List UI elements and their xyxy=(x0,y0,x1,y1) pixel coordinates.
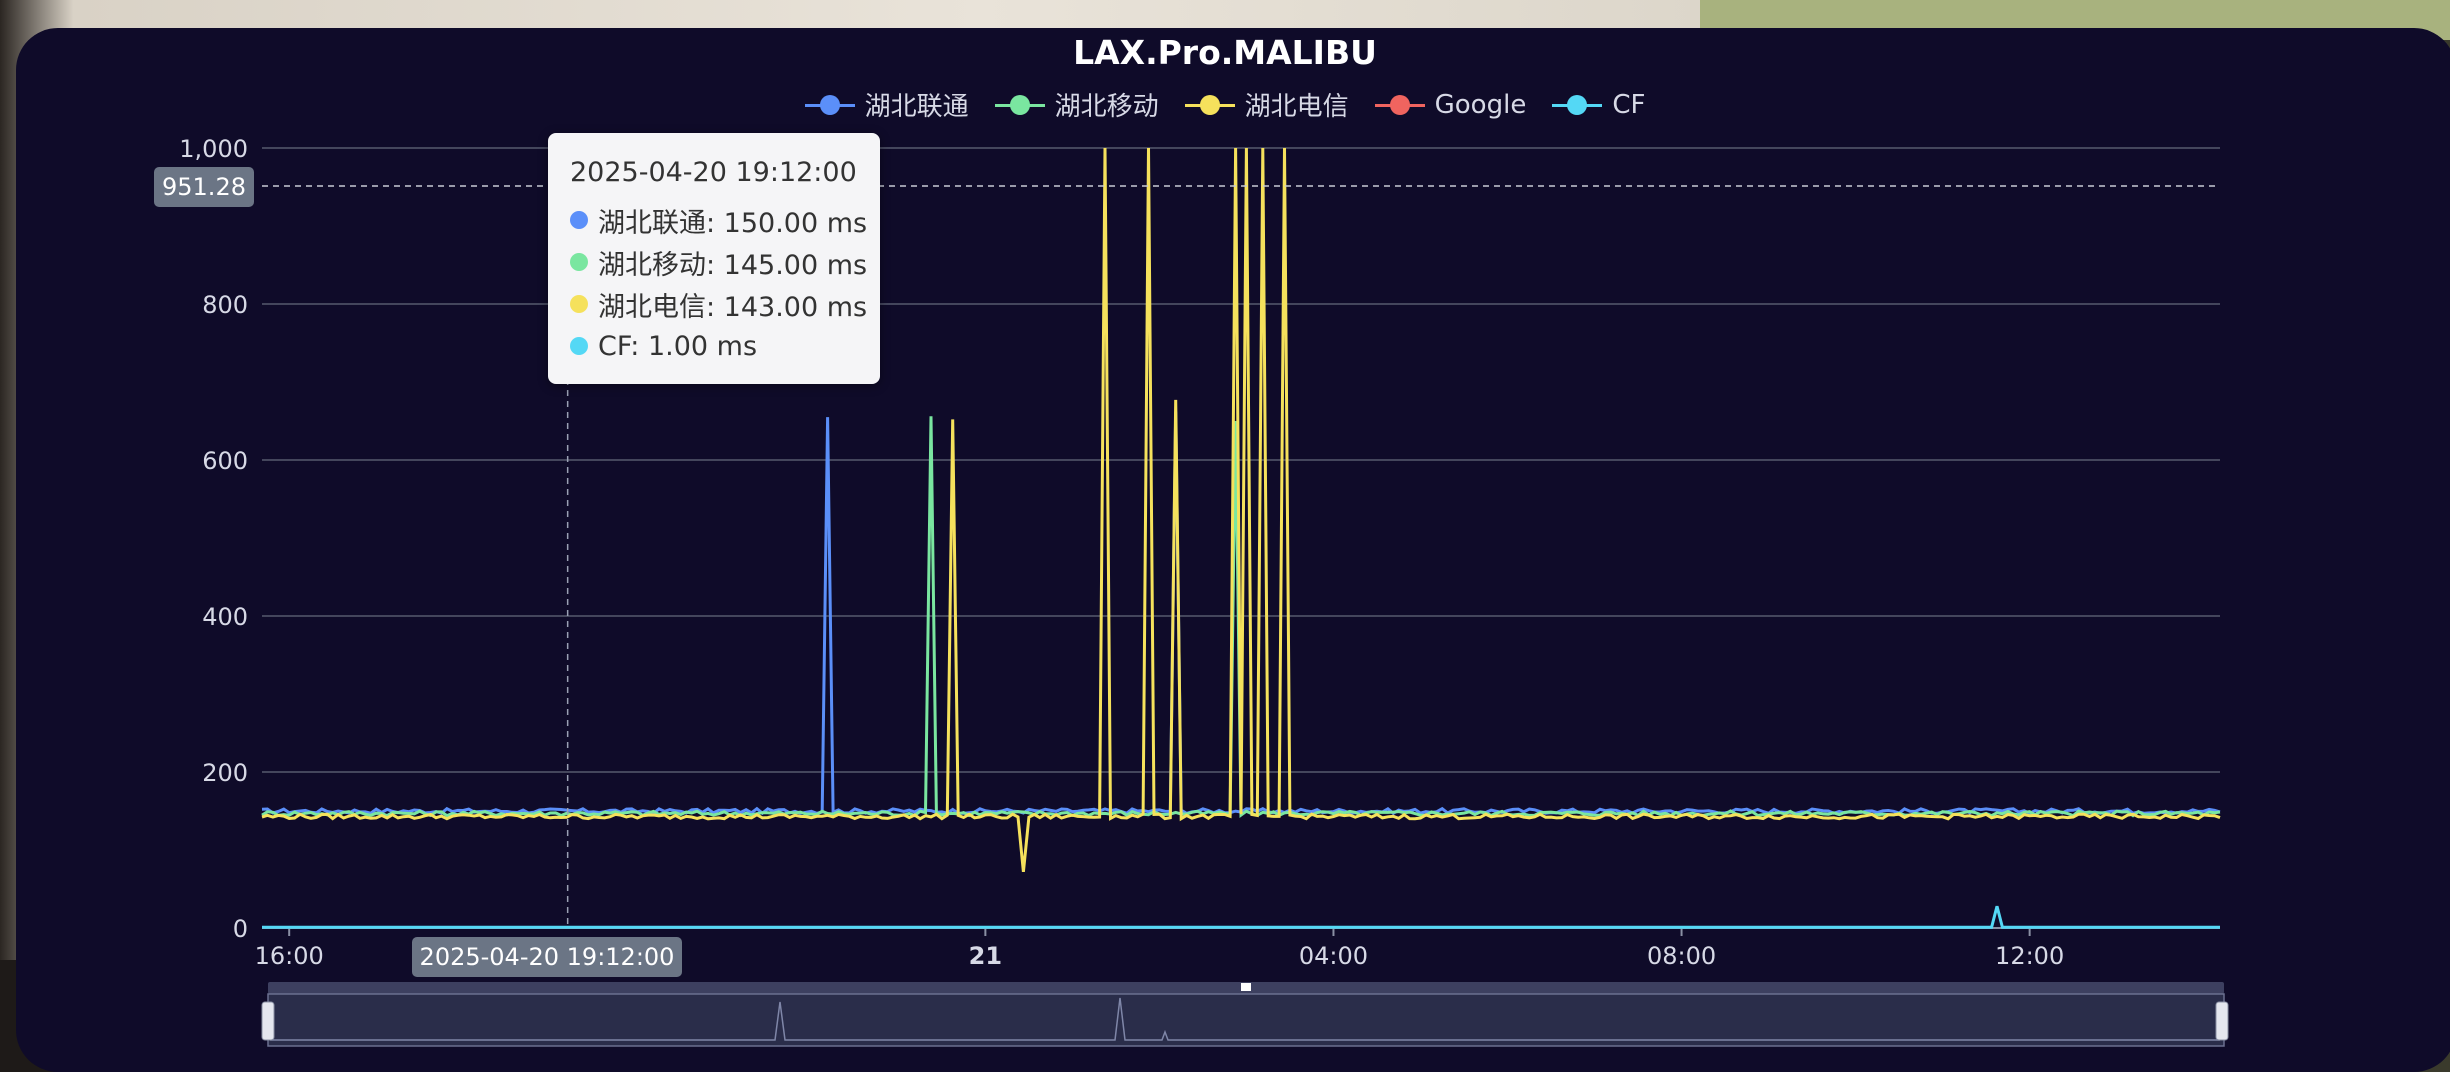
tooltip-value: CF: 1.00 ms xyxy=(598,330,758,362)
series-dot-icon xyxy=(570,253,588,271)
series-line xyxy=(261,147,2221,872)
legend-item[interactable]: 湖北移动 xyxy=(994,86,1159,123)
zoom-grip-icon xyxy=(1241,983,1251,991)
chart-title: LAX.Pro.MALIBU xyxy=(1073,33,1377,72)
legend-label: Google xyxy=(1434,89,1527,120)
tooltip-value: 湖北电信: 143.00 ms xyxy=(598,291,868,323)
x-tick-label: 21 xyxy=(969,942,1002,970)
legend-item[interactable]: CF xyxy=(1552,86,1645,123)
legend-item[interactable]: 湖北电信 xyxy=(1184,86,1349,123)
zoom-slider-track xyxy=(267,993,2225,1047)
y-tick-label: 200 xyxy=(202,759,248,787)
legend-label: 湖北联通 xyxy=(864,92,969,122)
legend-symbol-icon xyxy=(1374,92,1425,118)
y-tick-label: 400 xyxy=(202,603,248,631)
y-tick-label: 0 xyxy=(233,915,248,943)
legend-label: 湖北移动 xyxy=(1054,92,1159,122)
tooltip-row: CF: 1.00 ms xyxy=(570,325,880,367)
chart-legend: 湖北联通 湖北移动 湖北电信 Google CF xyxy=(0,86,2450,123)
legend-label: CF xyxy=(1612,89,1646,120)
tooltip-value: 湖北联通: 150.00 ms xyxy=(598,207,868,239)
tooltip-time: 2025-04-20 19:12:00 xyxy=(570,157,857,188)
series-dot-icon xyxy=(570,211,588,229)
series-line xyxy=(262,905,2220,929)
series-dot-icon xyxy=(570,337,588,355)
legend-symbol-icon xyxy=(1184,92,1235,118)
legend-symbol-icon xyxy=(804,92,855,118)
x-tick-label: 08:00 xyxy=(1647,942,1716,970)
zoom-slider-preview xyxy=(270,997,2220,1041)
zoom-handle-right-icon xyxy=(2215,1001,2229,1041)
y-tick-label: 1,000 xyxy=(179,135,248,163)
tooltip-row: 湖北联通: 150.00 ms xyxy=(570,199,880,241)
y-pointer-label: 951.28 xyxy=(154,167,254,207)
x-tick-label: 04:00 xyxy=(1299,942,1368,970)
y-tick-label: 800 xyxy=(202,291,248,319)
legend-item[interactable]: Google xyxy=(1374,86,1527,123)
legend-symbol-icon xyxy=(1552,92,1603,118)
zoom-handle-left-icon xyxy=(261,1001,275,1041)
legend-item[interactable]: 湖北联通 xyxy=(804,86,969,123)
legend-label: 湖北电信 xyxy=(1244,92,1349,122)
x-pointer-label: 2025-04-20 19:12:00 xyxy=(412,937,682,977)
data-tooltip: 2025-04-20 19:12:00 湖北联通: 150.00 ms 湖北移动:… xyxy=(548,133,880,384)
tooltip-row: 湖北移动: 145.00 ms xyxy=(570,241,880,283)
x-tick-label: 12:00 xyxy=(1995,942,2064,970)
tooltip-value: 湖北移动: 145.00 ms xyxy=(598,249,868,281)
x-tick-label: 16:00 xyxy=(255,942,324,970)
legend-symbol-icon xyxy=(994,92,1045,118)
y-tick-label: 600 xyxy=(202,447,248,475)
series-dot-icon xyxy=(570,295,588,313)
tooltip-row: 湖北电信: 143.00 ms xyxy=(570,283,880,325)
